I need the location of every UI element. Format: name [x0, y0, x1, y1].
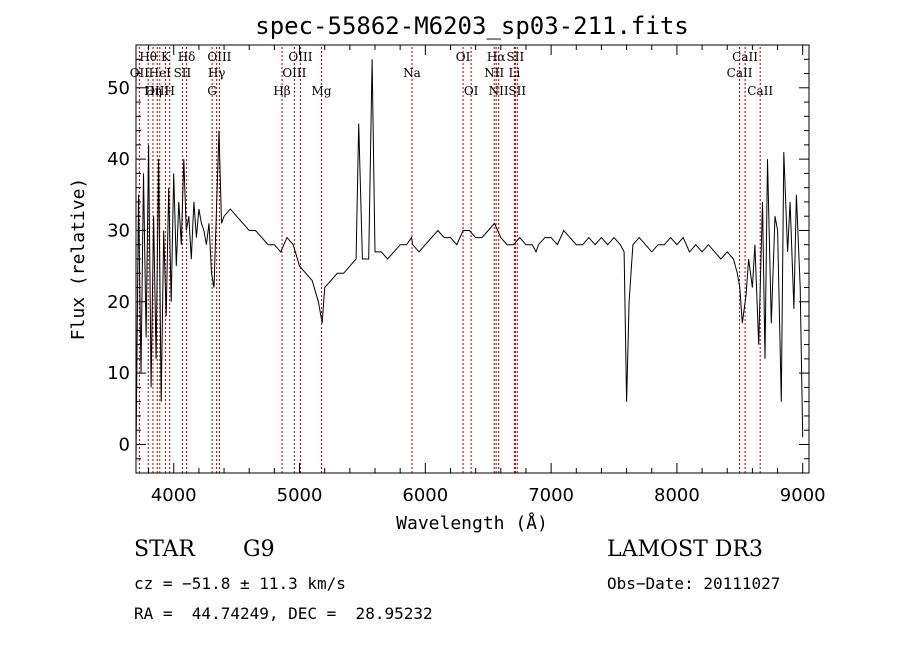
line-label-1: OII	[130, 66, 150, 80]
y-tick-label-4: 40	[107, 149, 130, 170]
line-label-15: Mg	[312, 84, 332, 98]
line-label-25: CaII	[732, 50, 758, 64]
x-axis-label: Wavelength (Å)	[396, 512, 548, 534]
line-label-19: Hα	[487, 50, 506, 64]
x-tick-label-3: 7000	[528, 485, 574, 506]
line-label-17: OI	[456, 50, 471, 64]
observation-date: Obs−Date: 20111027	[607, 574, 781, 593]
line-label-11: G	[207, 84, 217, 98]
x-axis: 4000 5000 6000 7000 8000 9000	[148, 45, 826, 506]
x-tick-label-1: 5000	[277, 485, 323, 506]
line-label-16: Na	[403, 66, 421, 80]
y-tick-label-5: 50	[107, 78, 130, 99]
line-label-5: Hη	[144, 84, 162, 98]
x-tick-label-4: 8000	[654, 485, 700, 506]
y-tick-label-1: 10	[107, 363, 130, 384]
line-label-10: Hγ	[208, 66, 226, 80]
line-label-13: OIII	[288, 50, 312, 64]
y-tick-label-3: 30	[107, 220, 130, 241]
spectrum-chart: spec-55862-M6203_sp03-211.fits Hθ OII OIII…	[68, 12, 826, 534]
spectrum-line	[135, 59, 804, 459]
chart-title: spec-55862-M6203_sp03-211.fits	[255, 12, 688, 40]
line-label-27: CaII	[747, 84, 773, 98]
line-label-18: OI	[464, 84, 479, 98]
line-label-8: H	[164, 84, 174, 98]
redshift-velocity: cz = −51.8 ± 11.3 km/s	[134, 574, 346, 593]
line-label-12: Hβ	[273, 84, 290, 98]
line-label-9: OIII	[207, 50, 231, 64]
line-label-21: NII	[489, 84, 509, 98]
y-axis-label: Flux (relative)	[68, 178, 89, 341]
line-label-0: Hθ	[139, 50, 157, 64]
line-label-6: Hδ	[178, 50, 196, 64]
line-label-7: SII	[174, 66, 192, 80]
object-subclass: G9	[243, 537, 275, 562]
y-axis: 0 10 20 30 40 50	[107, 58, 809, 460]
line-label-20: NII	[484, 66, 504, 80]
line-label-26: CaII	[727, 66, 753, 80]
object-class: STAR	[134, 537, 195, 562]
line-label-2: OIII	[145, 84, 169, 98]
line-label-23: Li	[508, 66, 520, 80]
plot-frame	[135, 44, 810, 474]
y-tick-label-2: 20	[107, 292, 130, 313]
x-tick-label-0: 4000	[151, 485, 197, 506]
line-label-4: HeI	[149, 66, 172, 80]
line-label-22: SII	[507, 50, 525, 64]
line-label-24: SII	[508, 84, 526, 98]
emission-line-markers	[138, 47, 761, 473]
sky-coordinates: RA = 44.74249, DEC = 28.95232	[134, 604, 433, 623]
survey-name: LAMOST DR3	[607, 537, 763, 562]
y-tick-label-0: 0	[119, 434, 130, 455]
line-label-3: K	[161, 50, 171, 64]
line-label-14: OIII	[282, 66, 306, 80]
x-tick-label-2: 6000	[402, 485, 448, 506]
x-tick-label-5: 9000	[780, 485, 826, 506]
